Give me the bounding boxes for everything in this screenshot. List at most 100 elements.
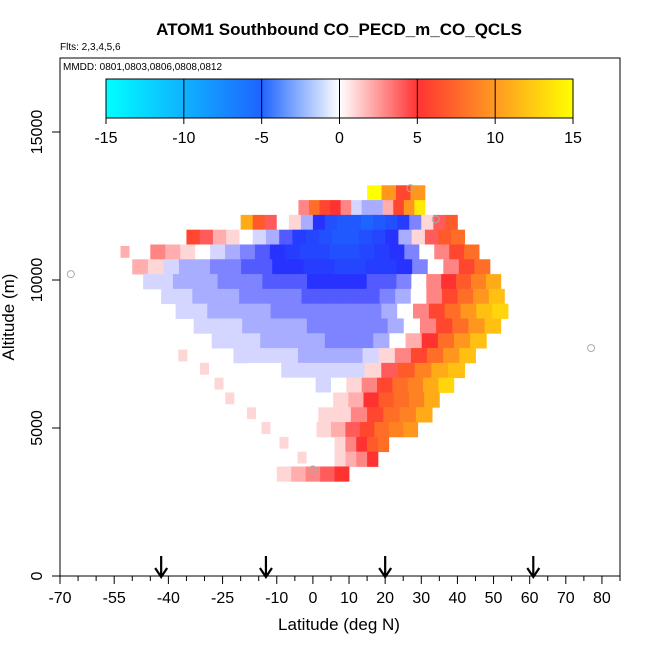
- heatmap-cell: [409, 214, 422, 231]
- heatmap-cell: [210, 259, 226, 275]
- heatmap-cell: [454, 333, 471, 349]
- y-axis: 0 5000 10000 15000: [29, 110, 60, 580]
- x-tick-label: -40: [157, 590, 180, 607]
- heatmap-cell: [132, 259, 149, 275]
- heatmap-cell: [312, 214, 326, 231]
- heatmap-cell: [351, 274, 368, 290]
- heatmap-cell: [373, 333, 390, 349]
- heatmap-cell: [291, 466, 307, 482]
- heatmap-cell: [120, 245, 130, 258]
- heatmap-cell: [397, 362, 416, 379]
- heatmap-cell: [371, 229, 386, 245]
- heatmap-cell: [441, 274, 457, 290]
- heatmap-cell: [232, 274, 248, 290]
- heatmap-cell: [361, 214, 374, 231]
- heatmap-cell: [433, 214, 446, 231]
- heatmap-cell: [210, 244, 226, 260]
- outlier-point: [587, 344, 596, 353]
- heatmap-cell: [410, 348, 428, 364]
- x-tick-label: 0: [308, 590, 317, 607]
- y-axis-title: Altitude (m): [0, 274, 18, 361]
- heatmap-cell: [426, 274, 442, 290]
- heatmap-cell: [436, 318, 453, 334]
- heatmap-cell: [305, 229, 320, 245]
- heatmap-cell: [381, 303, 398, 319]
- x-tick-label: 10: [340, 590, 358, 607]
- heatmap-cell: [281, 362, 299, 379]
- heatmap-cell: [315, 377, 332, 393]
- heatmap-cell: [367, 407, 384, 423]
- heatmap-cell: [378, 348, 396, 364]
- heatmap-cell: [239, 288, 256, 305]
- heatmap-cell: [298, 200, 310, 216]
- heatmap-cell: [193, 318, 211, 334]
- heatmap-cell: [175, 303, 192, 319]
- heatmap-cell: [165, 244, 181, 260]
- latitude-arrow: [259, 556, 273, 579]
- heatmap-cell: [484, 318, 502, 334]
- heatmap-cell: [318, 259, 335, 275]
- heatmap-cell: [339, 318, 356, 334]
- heatmap-cell: [346, 377, 363, 393]
- y-tick-label: 15000: [29, 110, 46, 155]
- heatmap-cell: [367, 185, 382, 201]
- heatmap-cell: [239, 229, 254, 245]
- heatmap-cell: [226, 318, 243, 334]
- heatmap-cell: [276, 466, 292, 482]
- heatmap-cell: [438, 377, 455, 393]
- heatmap-cell: [367, 436, 379, 453]
- heatmap-cell: [359, 422, 375, 438]
- heatmap-cell: [276, 214, 290, 231]
- heatmap-cell: [411, 229, 426, 245]
- heatmap-cell: [363, 288, 380, 305]
- heatmap-cell: [331, 362, 349, 379]
- colorbar-tick-label: -5: [255, 130, 269, 147]
- heatmap-cell: [426, 288, 443, 305]
- heatmap-cell: [319, 200, 331, 216]
- heatmap-cell: [178, 259, 195, 275]
- heatmap-cell: [297, 362, 315, 379]
- heatmap-cell: [443, 259, 460, 275]
- x-axis: -70 -55 -40 -25 -10 0 10 20 30 40 50 60 70 80: [48, 576, 621, 607]
- heatmap-cell: [226, 229, 240, 245]
- heatmap-cell: [176, 288, 193, 305]
- heatmap-cell: [365, 303, 382, 319]
- chart-title: ATOM1 Southbound CO_PECD_m_CO_QCLS: [156, 20, 522, 39]
- heatmap-cell: [470, 274, 487, 290]
- heatmap-cell: [330, 348, 347, 364]
- heatmap-cell: [412, 259, 429, 275]
- heatmap-cell: [377, 436, 390, 453]
- heatmap-cell: [456, 274, 472, 290]
- heatmap-cell: [223, 303, 240, 319]
- heatmap-cell: [351, 200, 363, 216]
- heatmap-cell: [192, 288, 209, 305]
- heatmap-cell: [276, 333, 293, 349]
- heatmap-cell: [381, 274, 397, 290]
- heatmap-cell: [163, 259, 180, 275]
- heatmap-cell: [233, 348, 250, 364]
- heatmap-cell: [447, 362, 466, 379]
- heatmap-cell: [468, 318, 486, 334]
- x-tick-label: -70: [48, 590, 71, 607]
- heatmap-cell: [419, 244, 435, 260]
- y-tick-label: 0: [29, 571, 46, 580]
- heatmap-cells: [120, 185, 509, 482]
- heatmap-cell: [371, 318, 389, 334]
- x-tick-label: -55: [103, 590, 126, 607]
- heatmap-cell: [347, 362, 365, 379]
- heatmap-cell: [413, 303, 430, 319]
- heatmap-cell: [143, 274, 159, 290]
- heatmap-cell: [246, 407, 256, 420]
- heatmap-cell: [330, 200, 341, 216]
- heatmap-cell: [349, 259, 366, 275]
- heatmap-cell: [207, 303, 224, 319]
- heatmap-cell: [470, 333, 487, 349]
- heatmap-cell: [240, 214, 254, 231]
- heatmap-cell: [427, 348, 444, 364]
- heatmap-cell: [476, 303, 493, 319]
- x-axis-title: Latitude (deg N): [278, 615, 400, 634]
- heatmap-cell: [302, 303, 319, 319]
- heatmap-cell: [403, 318, 421, 334]
- heatmap-cell: [452, 318, 469, 334]
- heatmap-cell: [443, 348, 460, 364]
